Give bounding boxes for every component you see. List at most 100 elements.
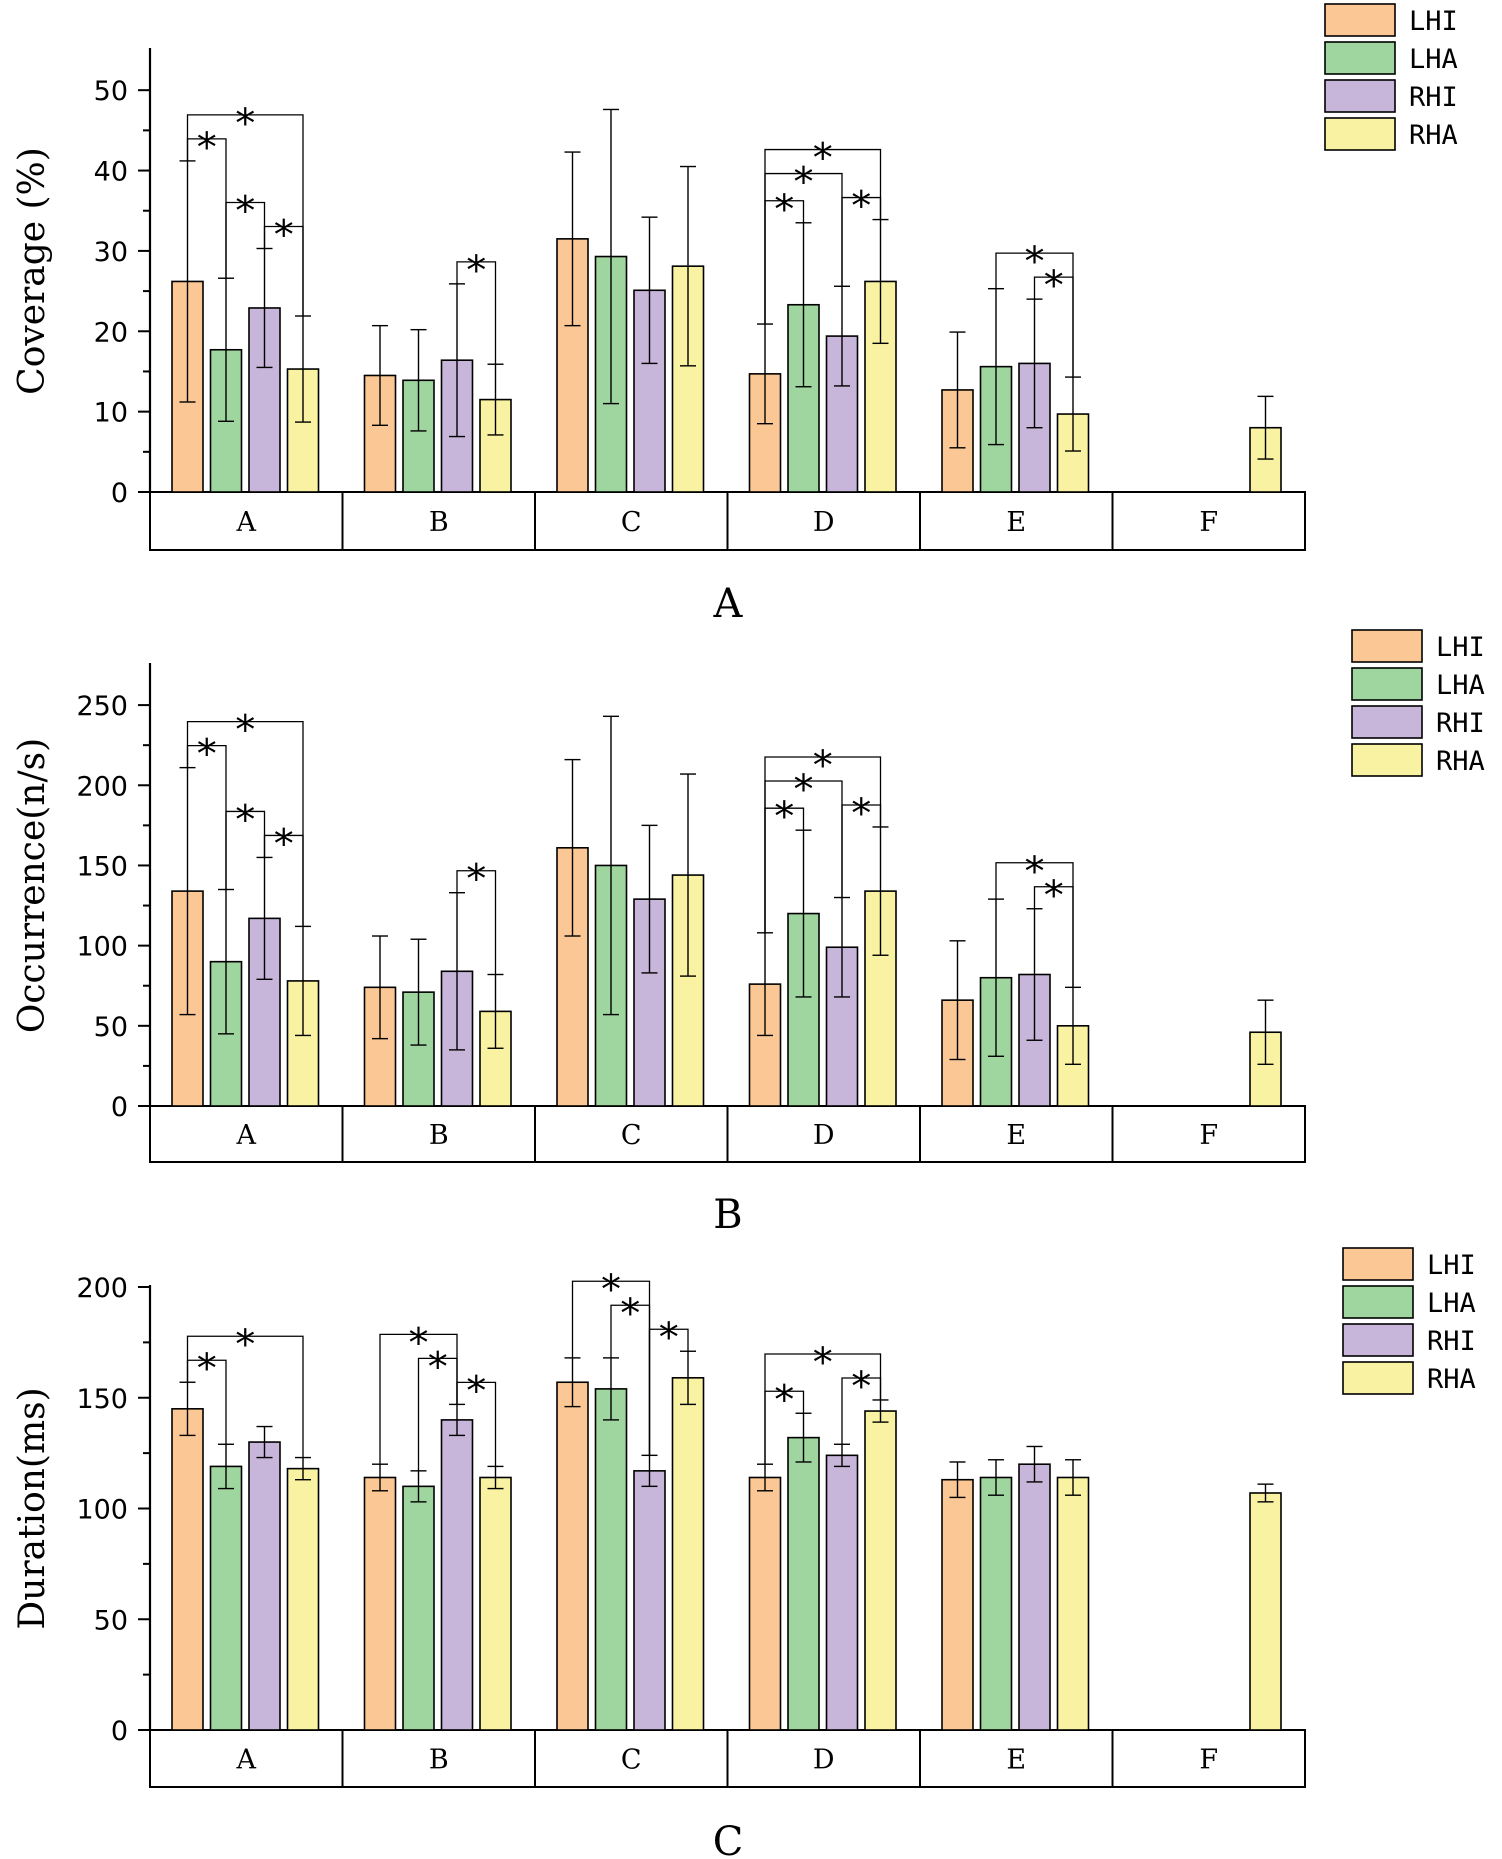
significance-star: * — [1044, 263, 1064, 309]
category-box — [341, 1105, 536, 1163]
significance-bracket — [379, 1333, 458, 1465]
significance-star: * — [851, 184, 871, 230]
category-label: C — [621, 1120, 642, 1151]
significance-star: * — [813, 136, 833, 182]
significance-star: * — [409, 1320, 429, 1366]
legend-label: RHA — [1427, 1364, 1476, 1395]
y-tick-label: 0 — [111, 478, 128, 509]
significance-star: * — [428, 1344, 448, 1390]
significance-star: * — [794, 160, 814, 206]
legend-label: LHA — [1409, 44, 1458, 75]
panel-letter: A — [713, 581, 744, 627]
significance-star: * — [774, 794, 794, 840]
significance-star: * — [774, 187, 794, 233]
bar-rhi — [1018, 1463, 1051, 1731]
category-label: D — [813, 1745, 835, 1776]
bar-rhi — [825, 1454, 859, 1731]
category-box — [1111, 491, 1306, 551]
bar-lha — [979, 1476, 1013, 1731]
bar-lhi — [941, 1478, 974, 1731]
legend-label: LHI — [1409, 6, 1458, 37]
legend-label: LHI — [1436, 632, 1485, 663]
significance-star: * — [774, 1377, 794, 1423]
legend-swatch-rhi — [1342, 1323, 1414, 1357]
y-tick-label: 20 — [94, 317, 128, 348]
significance-star: * — [851, 791, 871, 837]
bar-lha — [787, 1436, 820, 1731]
category-box — [919, 491, 1114, 551]
significance-bracket — [764, 148, 882, 325]
legend-label: RHA — [1436, 746, 1485, 777]
significance-star: * — [197, 732, 217, 778]
significance-star: * — [813, 1340, 833, 1386]
bar-rhi — [633, 1470, 666, 1731]
panel-letter: C — [713, 1819, 744, 1859]
significance-star: * — [466, 248, 486, 294]
category-box — [149, 491, 344, 551]
legend-label: LHA — [1427, 1288, 1476, 1319]
category-label: A — [236, 507, 257, 538]
y-tick-label: 10 — [94, 398, 128, 429]
y-tick-label: 200 — [76, 1273, 128, 1304]
y-tick-label: 150 — [76, 1384, 128, 1415]
significance-star: * — [659, 1315, 679, 1361]
y-tick-label: 50 — [94, 1012, 128, 1043]
y-tick-label: 150 — [76, 851, 128, 882]
y-tick-label: 40 — [94, 157, 128, 188]
significance-star: * — [620, 1291, 640, 1337]
y-axis-label: Occurrence(n/s) — [12, 738, 53, 1033]
bar-rha — [286, 1467, 320, 1731]
legend-swatch-lhi — [1324, 3, 1396, 37]
bar-lhi — [363, 1476, 397, 1731]
legend-swatch-rhi — [1351, 705, 1423, 739]
significance-star: * — [274, 212, 294, 258]
category-label: F — [1199, 1745, 1218, 1776]
legend-swatch-rha — [1324, 117, 1396, 151]
significance-bracket — [186, 720, 304, 927]
category-label: B — [429, 1745, 449, 1776]
y-tick-label: 50 — [94, 76, 128, 107]
category-label: F — [1199, 507, 1218, 538]
legend-swatch-lhi — [1342, 1247, 1414, 1281]
y-tick-label: 200 — [76, 771, 128, 802]
category-label: C — [621, 1745, 642, 1776]
significance-star: * — [794, 767, 814, 813]
significance-bracket — [456, 261, 497, 365]
panel-letter: B — [713, 1192, 742, 1238]
category-box — [726, 1729, 921, 1788]
category-label: A — [236, 1745, 257, 1776]
category-label: D — [813, 1120, 835, 1151]
significance-star: * — [235, 708, 255, 754]
y-tick-label: 0 — [111, 1092, 128, 1123]
significance-star: * — [235, 1322, 255, 1368]
category-label: E — [1006, 1745, 1026, 1776]
legend-label: RHA — [1409, 120, 1458, 151]
category-box — [1111, 1729, 1306, 1788]
significance-bracket — [764, 1353, 882, 1465]
y-tick-label: 250 — [76, 691, 128, 722]
bar-rha — [1056, 1025, 1090, 1107]
bar-lha — [209, 1465, 243, 1731]
category-box — [149, 1729, 344, 1788]
y-tick-label: 50 — [94, 1605, 128, 1636]
significance-star: * — [197, 1346, 217, 1392]
bar-rha — [1056, 1476, 1090, 1731]
category-label: D — [813, 507, 835, 538]
bar-rhi — [440, 1419, 474, 1731]
significance-bracket — [186, 114, 304, 317]
y-tick-label: 100 — [76, 1495, 128, 1526]
significance-star: * — [1025, 239, 1045, 285]
category-label: F — [1199, 1120, 1218, 1151]
y-tick-label: 0 — [111, 1716, 128, 1747]
category-box — [726, 491, 921, 551]
legend-label: RHI — [1436, 708, 1485, 739]
legend-swatch-rha — [1351, 743, 1423, 777]
legend-label: RHI — [1427, 1326, 1476, 1357]
significance-star: * — [851, 1364, 871, 1410]
significance-star: * — [235, 797, 255, 843]
bar-rhi — [633, 289, 666, 493]
y-axis-label: Duration(ms) — [12, 1387, 53, 1629]
